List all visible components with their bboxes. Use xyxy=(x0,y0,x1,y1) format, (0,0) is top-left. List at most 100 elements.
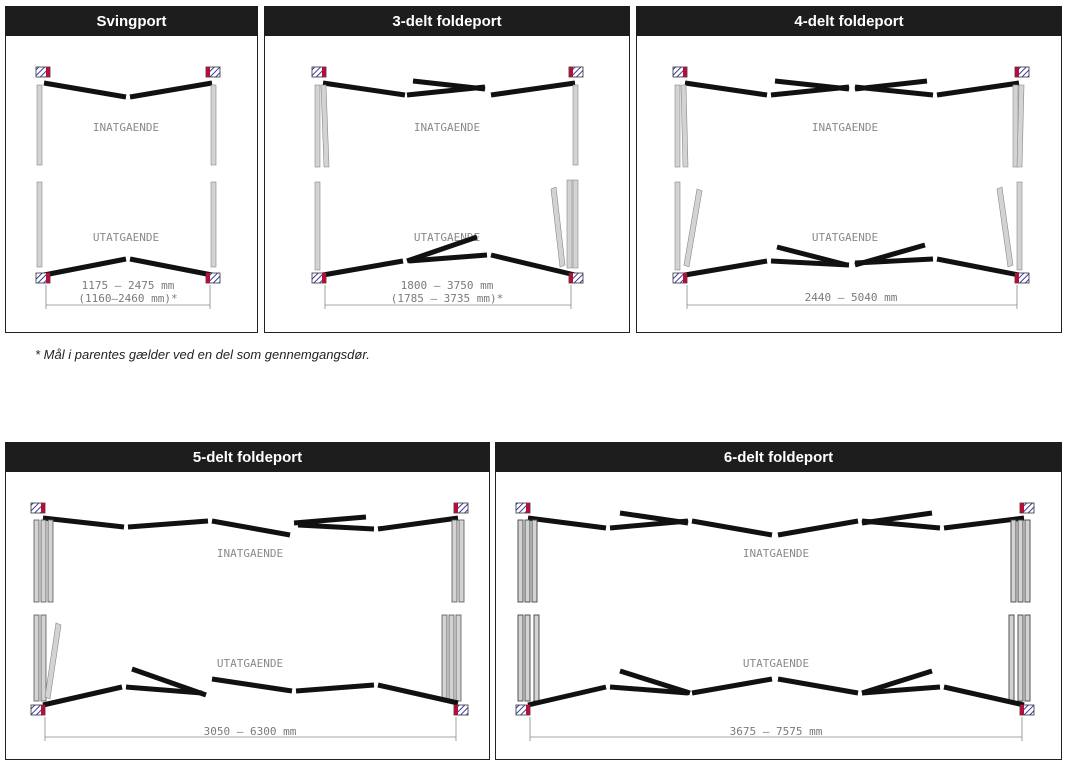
wall-block-top-left xyxy=(30,502,46,514)
leaf-folding-inward xyxy=(412,78,486,92)
leaf-closed-inward-1 xyxy=(684,80,768,98)
wall-block-top-left xyxy=(672,66,688,78)
leaf-closed-inward-3 xyxy=(854,84,934,98)
leaf-closed-outward-left xyxy=(43,256,127,278)
wall-block-bottom-right xyxy=(1014,272,1030,284)
leaf-closed-inward-3 xyxy=(490,80,576,98)
leaf-closed-inward-3 xyxy=(211,518,291,538)
outward-label: UTATGAENDE xyxy=(743,657,809,670)
leaf-closed-outward-3 xyxy=(211,676,293,694)
leaf-open-inward-right xyxy=(210,84,217,166)
leaf-open-outward-left-1 xyxy=(33,614,40,702)
leaf-folding-inward-1 xyxy=(619,510,689,526)
leaf-open-inward-right xyxy=(572,84,579,166)
leaf-closed-outward-right xyxy=(129,256,213,278)
wall-block-bottom-left xyxy=(30,704,46,716)
leaf-open-outward-right xyxy=(210,181,217,268)
leaf-open-inward-left-2 xyxy=(40,519,47,603)
leaf-open-inward-right-1 xyxy=(451,519,458,603)
wall-block-top-left xyxy=(515,502,531,514)
leaf-closed-inward-right xyxy=(129,80,213,100)
leaf-closed-outward-1 xyxy=(527,684,607,708)
leaf-closed-inward-4 xyxy=(297,522,375,532)
leaf-folding-inward xyxy=(293,514,367,526)
5-delt-diagram: INATGAENDE UTATGAENDE 3050 – 6300 mm xyxy=(30,502,469,741)
leaf-closed-outward-2 xyxy=(770,258,850,268)
leaf-closed-outward-1 xyxy=(684,258,768,278)
leaf-open-outward-right-1 xyxy=(996,186,1014,268)
leaf-open-inward-left-2 xyxy=(524,519,531,603)
leaf-closed-outward-2 xyxy=(408,252,488,264)
leaf-open-outward-left-1 xyxy=(517,614,524,702)
leaf-closed-inward-1 xyxy=(322,80,406,98)
wall-block-bottom-left xyxy=(515,704,531,716)
wall-block-bottom-left xyxy=(311,272,327,284)
leaf-closed-outward-3 xyxy=(854,256,934,266)
inward-label: INATGAENDE xyxy=(93,121,159,134)
leaf-closed-outward-3 xyxy=(490,252,576,278)
wall-block-bottom-left xyxy=(672,272,688,284)
svingport-diagram: INATGAENDE UTATGAENDE 1175 – 2475 mm (11… xyxy=(35,66,221,309)
leaf-closed-inward-3 xyxy=(691,518,773,538)
outward-label: UTATGAENDE xyxy=(217,657,283,670)
leaf-open-outward-right-1 xyxy=(441,614,448,702)
panel-title: 6-delt foldeport xyxy=(495,442,1062,472)
dimension-label: 3050 – 6300 mm xyxy=(204,725,297,738)
leaf-closed-outward-5 xyxy=(861,684,941,696)
leaf-open-outward-right-3 xyxy=(572,179,579,269)
leaf-closed-inward-2 xyxy=(127,518,209,530)
leaf-open-outward-right-2 xyxy=(1016,181,1023,271)
leaf-open-outward-right-2 xyxy=(448,614,455,702)
leaf-open-inward-left-1 xyxy=(517,519,524,603)
leaf-open-outward-left-1 xyxy=(674,181,681,271)
leaf-closed-outward-5 xyxy=(377,682,459,706)
dimension-alt-label: (1785 – 3735 mm)* xyxy=(391,292,504,305)
wall-block-bottom-right xyxy=(1019,704,1035,716)
leaf-closed-outward-1 xyxy=(42,684,123,708)
leaf-open-outward-left-2 xyxy=(40,614,47,702)
leaf-open-inward-left-1 xyxy=(33,519,40,603)
dimension-label: 3675 – 7575 mm xyxy=(730,725,823,738)
outward-label: UTATGAENDE xyxy=(93,231,159,244)
leaf-closed-inward-5 xyxy=(861,518,941,531)
wall-block-bottom-left xyxy=(35,272,51,284)
leaf-open-inward-left-1 xyxy=(314,84,321,168)
leaf-closed-outward-4 xyxy=(777,676,859,696)
dimension-label: 2440 – 5040 mm xyxy=(805,291,898,304)
leaf-closed-inward-1 xyxy=(42,515,125,530)
panel-title: Svingport xyxy=(5,6,258,36)
dimension-alt-label: (1160–2460 mm)* xyxy=(78,292,177,305)
leaf-closed-outward-3 xyxy=(691,676,773,696)
leaf-open-inward-left xyxy=(36,84,43,166)
inward-label: INATGAENDE xyxy=(414,121,480,134)
inward-label: INATGAENDE xyxy=(217,547,283,560)
inward-label: INATGAENDE xyxy=(743,547,809,560)
leaf-open-inward-left-3 xyxy=(531,519,538,603)
leaf-open-outward-left-2 xyxy=(524,614,531,702)
wall-block-top-right xyxy=(205,66,221,78)
6-delt-diagram: INATGAENDE UTATGAENDE 3675 – 7575 mm xyxy=(515,502,1035,741)
leaf-closed-inward-left xyxy=(43,80,127,100)
leaf-closed-outward-4 xyxy=(936,256,1020,278)
wall-block-top-left xyxy=(35,66,51,78)
leaf-open-outward-left-3 xyxy=(533,614,540,702)
wall-block-top-left xyxy=(311,66,327,78)
leaf-closed-outward-2 xyxy=(609,684,689,696)
panel-title: 5-delt foldeport xyxy=(5,442,490,472)
wall-block-bottom-right xyxy=(453,704,469,716)
leaf-open-inward-right-2 xyxy=(1016,84,1025,168)
leaf-open-inward-left-2 xyxy=(320,84,330,168)
leaf-open-outward-left xyxy=(314,181,321,271)
wall-block-top-right xyxy=(1019,502,1035,514)
wall-block-top-right xyxy=(1014,66,1030,78)
leaf-open-inward-right-2 xyxy=(1017,519,1024,603)
leaf-open-outward-left-2 xyxy=(683,188,703,268)
leaf-open-outward-right-3 xyxy=(455,614,462,702)
inward-label: INATGAENDE xyxy=(812,121,878,134)
leaf-open-inward-right-3 xyxy=(1024,519,1031,603)
leaf-closed-outward-1 xyxy=(322,258,404,278)
leaf-open-outward-right-1 xyxy=(550,186,566,268)
panel-5-delt-foldeport: 5-delt foldeport INATGAENDE UTATGAENDE xyxy=(5,442,490,760)
panel-3-delt-foldeport: 3-delt foldeport INATGAENDE UTATGAENDE xyxy=(264,6,630,333)
leaf-closed-inward-5 xyxy=(377,515,459,532)
